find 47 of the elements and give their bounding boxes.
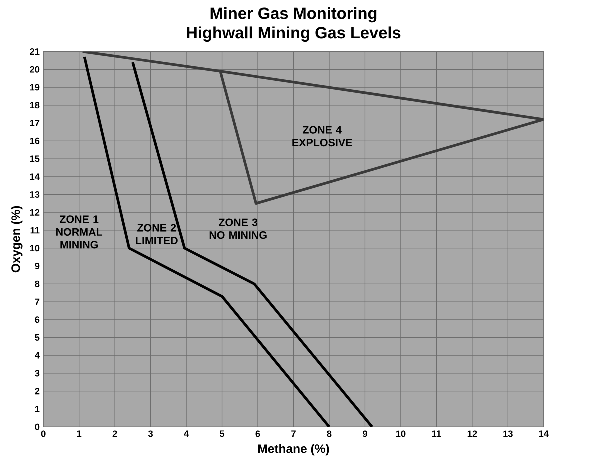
annotation: ZONE 2 LIMITED [136,224,178,245]
y-tick-label: 4 [35,352,40,359]
annotation: ZONE 4 EXPLOSIVE [292,126,352,147]
x-tick-label: 13 [504,430,513,438]
y-tick-label: 12 [30,209,40,216]
y-tick-label: 17 [30,120,40,126]
x-tick-label: 9 [362,430,368,438]
y-tick-label: 10 [30,245,40,252]
y-tick-label: 19 [30,84,40,91]
x-tick-label: 12 [468,430,478,438]
x-tick-label: 4 [184,430,190,438]
x-axis-title: Methane (%) [258,444,330,456]
x-tick-label: 6 [256,430,260,438]
y-tick-label: 11 [30,227,40,234]
chart-subtitle: Highwall Mining Gas Levels [187,26,401,42]
y-axis-title: Oxygen (%) [11,206,23,273]
x-tick-label: 3 [148,430,154,438]
y-tick-label: 2 [35,388,40,395]
y-tick-label: 21 [30,48,40,56]
y-tick-label: 20 [30,66,40,73]
y-tick-label: 14 [30,174,40,180]
annotation: ZONE 1 NORMAL MINING [56,216,103,249]
y-tick-label: 15 [30,156,40,162]
x-tick-label: 10 [396,430,406,438]
x-tick-label: 7 [292,430,296,438]
y-tick-label: 6 [35,316,40,324]
x-tick-label: 8 [327,430,332,438]
x-tick-label: 1 [77,430,82,438]
y-tick-label: 13 [30,192,40,198]
y-tick-label: 7 [35,298,40,306]
x-tick-label: 14 [539,430,549,438]
x-tick-label: 2 [112,430,118,438]
y-tick-label: 3 [35,370,40,377]
line-series [82,52,544,206]
line-series [132,61,374,428]
y-tick-label: 18 [30,102,40,109]
y-tick-label: 1 [35,406,40,412]
y-tick-label: 16 [30,138,40,144]
x-tick-label: 11 [432,430,442,438]
annotation: ZONE 3 NO MINING [210,218,267,240]
x-tick-label: 5 [220,430,225,438]
y-tick-label: 0 [35,424,40,430]
x-tick-label: 0 [41,430,46,438]
y-tick-label: 9 [35,263,40,270]
y-tick-label: 5 [35,334,40,342]
y-tick-label: 8 [35,280,40,288]
chart-title: Miner Gas Monitoring [210,7,377,23]
